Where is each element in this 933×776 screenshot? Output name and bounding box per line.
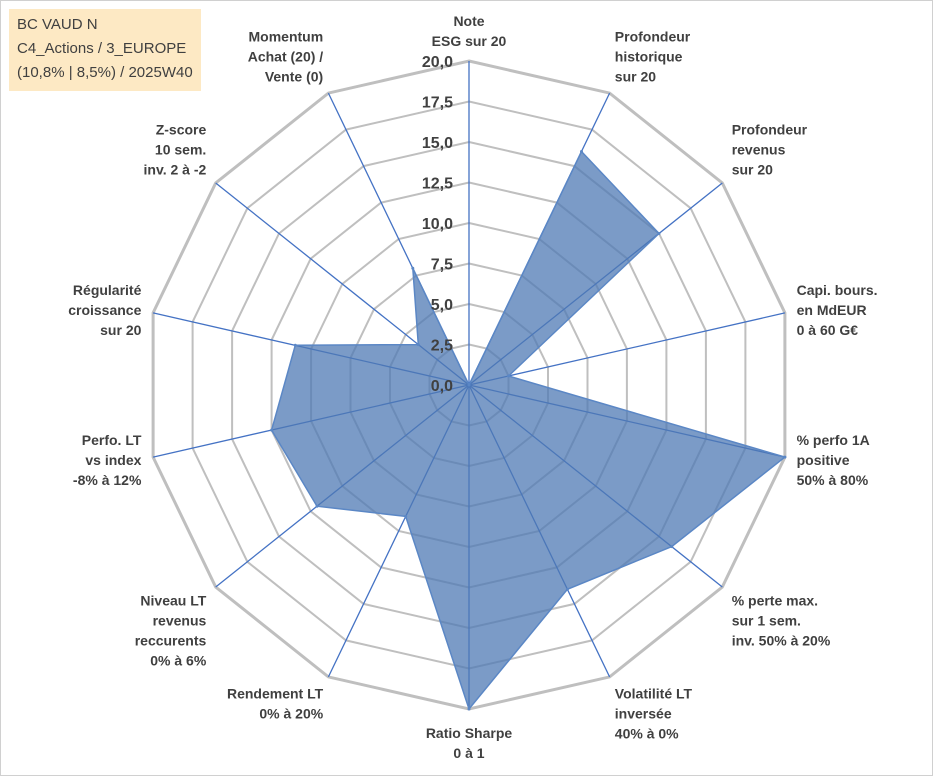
- axis-label-line: Volatilité LT: [615, 686, 693, 702]
- axis-label-line: Momentum: [249, 28, 324, 44]
- axis-spoke: [468, 312, 786, 386]
- axis-label: Profondeur revenus sur 20: [732, 122, 808, 178]
- tick-label: 15,0: [422, 135, 453, 152]
- axis-label: Z-score 10 sem. inv. 2 à -2: [144, 122, 207, 178]
- axis-label-line: Profondeur: [732, 122, 808, 138]
- tick-label: 5,0: [431, 297, 453, 314]
- axis-label-line: sur 1 sem.: [732, 613, 801, 629]
- series-point: [293, 343, 297, 347]
- axis-label: Profondeur historique sur 20: [615, 28, 691, 84]
- axis-label-line: 10 sem.: [155, 142, 206, 158]
- axis-label-line: Rendement LT: [227, 686, 324, 702]
- series-polygon: [270, 150, 787, 711]
- tick-label: 12,5: [422, 176, 453, 193]
- axis-label-line: -8% à 12%: [73, 472, 142, 488]
- axis-label-line: historique: [615, 48, 683, 64]
- axis-label: Rendement LT 0% à 20%: [227, 686, 324, 722]
- series-point: [467, 707, 471, 711]
- axis-label: % perte max. sur 1 sem. inv. 50% à 20%: [732, 593, 831, 649]
- axis-label-line: Régularité: [73, 282, 142, 298]
- axis-label-line: Vente (0): [265, 68, 323, 84]
- axis-label-line: 0% à 6%: [150, 653, 207, 669]
- axis-label-line: revenus: [153, 613, 207, 629]
- axis-label: Niveau LT revenus reccurents 0% à 6%: [135, 593, 207, 669]
- axis-label-line: Ratio Sharpe: [426, 725, 513, 741]
- axis-label-line: % perte max.: [732, 593, 818, 609]
- series-point: [416, 343, 420, 347]
- tick-label: 0,0: [431, 378, 453, 395]
- axis-label-line: sur 20: [615, 68, 656, 84]
- axis-label: Perfo. LT vs index -8% à 12%: [73, 432, 142, 488]
- axis-label-line: Niveau LT: [140, 593, 206, 609]
- series-point: [404, 514, 408, 518]
- series-point: [670, 545, 674, 549]
- axis-label-line: positive: [797, 452, 850, 468]
- axis-label-line: inv. 50% à 20%: [732, 633, 831, 649]
- series-point: [315, 504, 319, 508]
- axis-labels: Note ESG sur 20 Profondeur historique sur 20…: [68, 13, 877, 761]
- axis-label-line: Note: [453, 13, 484, 29]
- axis-label: Momentum Achat (20) / Vente (0): [248, 28, 324, 84]
- axis-label-line: Z-score: [156, 122, 207, 138]
- axis-label: % perfo 1A positive 50% à 80%: [797, 432, 870, 488]
- tick-label: 20,0: [422, 54, 453, 71]
- axis-label-line: vs index: [85, 452, 141, 468]
- axis-label-line: % perfo 1A: [797, 432, 870, 448]
- tick-label: 2,5: [431, 338, 453, 355]
- axis-label-line: Capi. bours.: [797, 282, 878, 298]
- series-point: [270, 428, 274, 432]
- axis-label-line: croissance: [68, 302, 141, 318]
- axis-label-line: reccurents: [135, 633, 207, 649]
- series-point: [565, 587, 569, 591]
- axis-label-line: sur 20: [732, 162, 773, 178]
- tick-label: 17,5: [422, 95, 453, 112]
- axis-label-line: 0% à 20%: [259, 706, 323, 722]
- axis-label-line: 50% à 80%: [797, 472, 869, 488]
- info-box: BC VAUD N C4_Actions / 3_EUROPE (10,8% |…: [9, 9, 201, 91]
- series-point: [580, 150, 583, 153]
- tick-label: 7,5: [431, 257, 453, 274]
- axis-label-line: Achat (20) /: [248, 48, 324, 64]
- axis-label-line: inv. 2 à -2: [144, 162, 207, 178]
- axis-label-line: inversée: [615, 706, 672, 722]
- axis-label-line: ESG sur 20: [432, 33, 507, 49]
- axis-label-line: 40% à 0%: [615, 726, 679, 742]
- axis-label-line: revenus: [732, 142, 786, 158]
- axis-label: Régularité croissance sur 20: [68, 282, 141, 338]
- axis-label-line: 0 à 1: [453, 745, 484, 761]
- info-line-security: BC VAUD N: [17, 16, 98, 33]
- series-point: [411, 266, 415, 270]
- series-area: [270, 150, 787, 711]
- axis-label-line: Profondeur: [615, 28, 691, 44]
- axis-label-line: Perfo. LT: [82, 432, 142, 448]
- axis-label-line: 0 à 60 G€: [797, 322, 859, 338]
- series-point: [467, 383, 471, 387]
- tick-labels: 0,0 2,5 5,0 7,5 10,0 12,5 15,0 17,5 20,0: [422, 54, 453, 395]
- series-point: [783, 455, 787, 459]
- info-line-stats: (10,8% | 8,5%) / 2025W40: [17, 64, 193, 81]
- tick-label: 10,0: [422, 216, 453, 233]
- series-point: [657, 232, 661, 235]
- series-point: [507, 374, 510, 378]
- axis-label: Capi. bours. en MdEUR 0 à 60 G€: [797, 282, 878, 338]
- axis-label: Note ESG sur 20: [432, 13, 507, 49]
- axis-label-line: sur 20: [100, 322, 141, 338]
- axis-label-line: en MdEUR: [797, 302, 867, 318]
- axis-label: Ratio Sharpe 0 à 1: [426, 725, 513, 761]
- axis-label: Volatilité LT inversée 40% à 0%: [615, 686, 693, 742]
- info-line-category: C4_Actions / 3_EUROPE: [17, 40, 187, 57]
